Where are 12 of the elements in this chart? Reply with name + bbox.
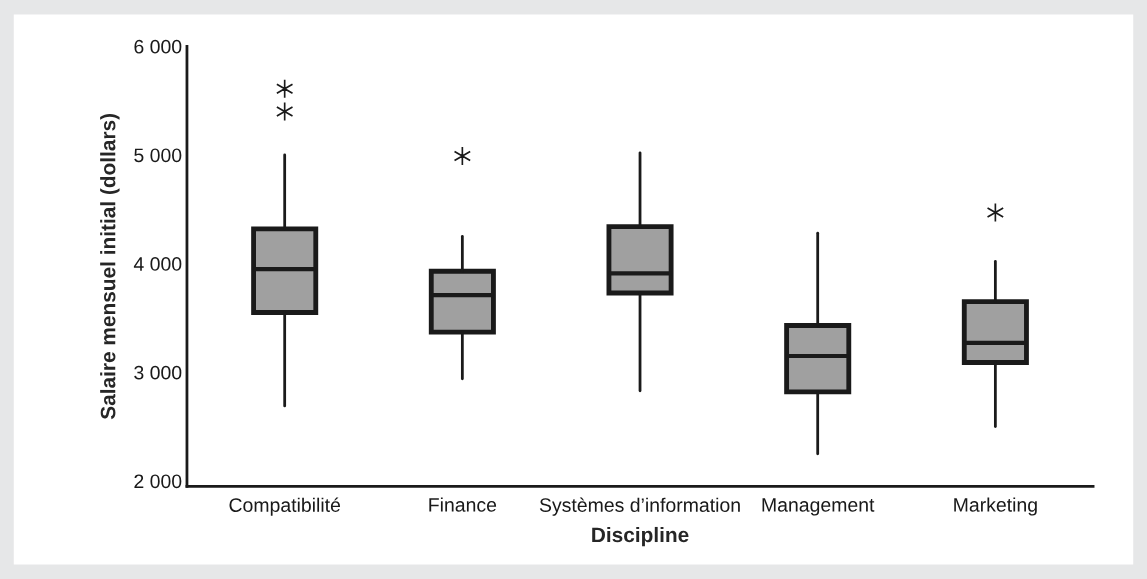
x-tick-label: Systèmes d’information xyxy=(539,497,740,516)
y-tick-label: 5 000 xyxy=(134,148,182,163)
x-tick-label: Management xyxy=(762,498,875,516)
x-tick-label: Compatibilité xyxy=(229,497,341,516)
y-tick-label: 4 000 xyxy=(133,257,182,271)
y-tick-label: 3 000 xyxy=(134,365,182,380)
y-axis-title: Salaire mensuel initial (dollars) xyxy=(100,113,120,420)
x-tick-label: Marketing xyxy=(954,497,1037,516)
x-tick-label: Finance xyxy=(429,497,497,512)
y-tick-label: 2 000 xyxy=(134,474,182,489)
x-axis-title: Discipline xyxy=(592,526,689,547)
y-tick-label: 6 000 xyxy=(134,39,182,54)
